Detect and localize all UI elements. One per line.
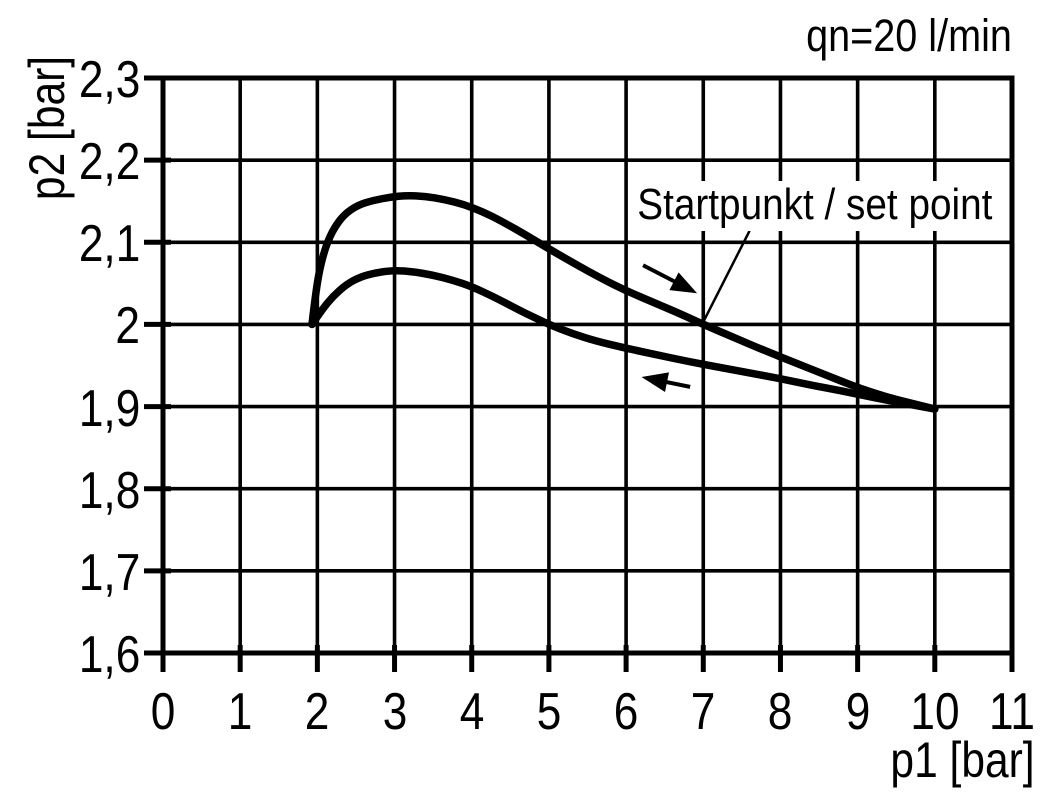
y-tick-label: 1,9 xyxy=(78,379,140,438)
plot-border xyxy=(160,75,1015,656)
x-tick-label: 0 xyxy=(150,683,176,741)
y-tick-label: 1,7 xyxy=(78,543,140,602)
x-tick-label: 9 xyxy=(845,683,870,741)
x-tick-label: 3 xyxy=(382,683,407,741)
upper-curve xyxy=(308,191,939,413)
x-tick-label: 7 xyxy=(690,683,716,741)
x-axis-label: p1 [bar] xyxy=(890,732,1035,788)
direction-arrow-head-left-up xyxy=(641,372,669,392)
y-tick-label: 2,3 xyxy=(78,51,140,109)
x-tick-label: 8 xyxy=(768,683,793,741)
direction-arrow-head-right-down xyxy=(669,272,698,294)
y-tick-label: 2 xyxy=(115,297,140,356)
x-tick-label: 4 xyxy=(459,683,485,741)
x-tick-label: 1 xyxy=(227,683,253,741)
flow-rate-annotation: qn=20 l/min xyxy=(806,10,1012,61)
x-tick-label: 5 xyxy=(536,683,562,741)
x-tick-label: 10 xyxy=(910,683,960,741)
set-point-label: Startpunkt / set point xyxy=(632,181,998,231)
y-tick-label: 2,1 xyxy=(78,215,140,274)
x-tick-label: 11 xyxy=(989,683,1035,741)
x-tick-label: 2 xyxy=(305,683,330,741)
y-tick-label: 2,2 xyxy=(78,133,140,192)
set-point-leader-line xyxy=(702,230,751,323)
x-tick-label: 6 xyxy=(613,683,639,741)
y-tick-label: 1,6 xyxy=(78,626,140,684)
lower-curve xyxy=(308,266,939,413)
y-tick-label: 1,8 xyxy=(78,461,140,520)
